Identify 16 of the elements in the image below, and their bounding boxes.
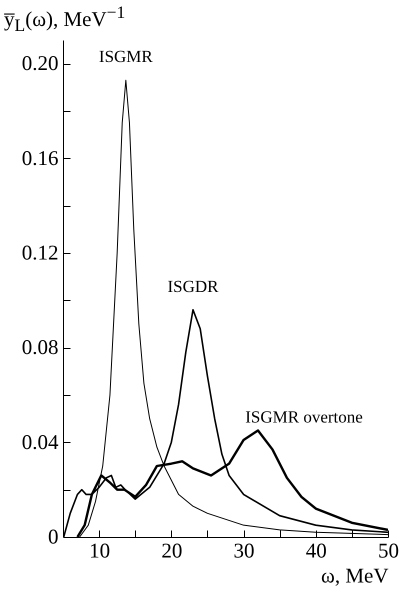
x-tick-label: 40 bbox=[306, 538, 327, 562]
y-axis-title: y̅$_{L}$(ω), MeV$^{−1}$ bbox=[4, 2, 126, 36]
y-tick-label: 0 bbox=[48, 524, 58, 548]
x-tick-label: 50 bbox=[378, 538, 399, 562]
x-tick-label: 10 bbox=[89, 538, 110, 562]
y-tick-label: 0.08 bbox=[22, 335, 58, 360]
y-tick-label: 0.16 bbox=[22, 146, 58, 170]
x-tick-label: 20 bbox=[161, 538, 182, 562]
series-label: ISGMR bbox=[98, 47, 154, 66]
y-tick-label: 0.20 bbox=[22, 51, 58, 76]
series-label: ISGMR overtone bbox=[245, 408, 363, 426]
x-axis-title: ω, MeV bbox=[321, 564, 388, 588]
y-tick-label: 0.04 bbox=[22, 430, 59, 454]
series-label: ISGDR bbox=[167, 276, 220, 296]
y-tick-label: 0.12 bbox=[22, 240, 58, 264]
x-tick-label: 30 bbox=[234, 538, 255, 562]
